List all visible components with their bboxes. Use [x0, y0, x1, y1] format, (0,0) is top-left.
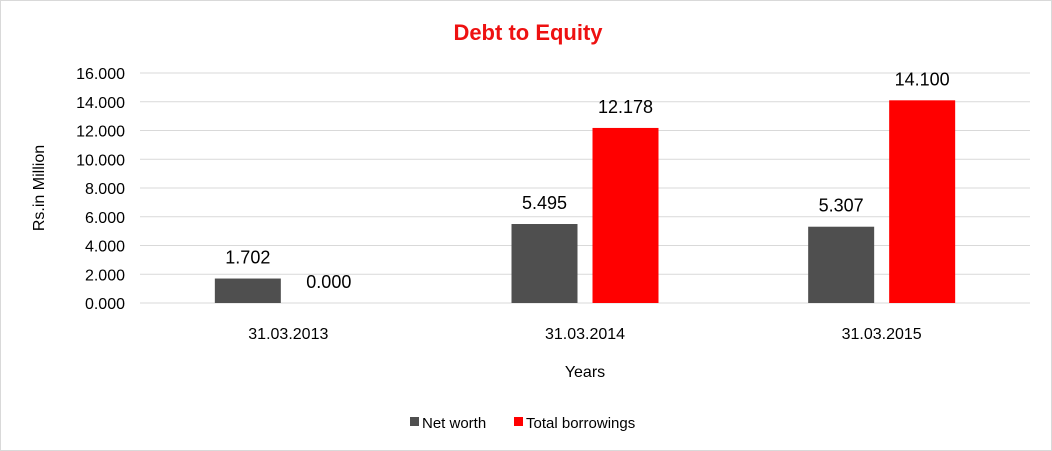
legend-label-net-worth: Net worth	[422, 415, 486, 432]
legend-swatch-net-worth	[410, 417, 419, 426]
x-axis-title: Years	[565, 364, 605, 381]
legend-swatch-total-borrowings	[514, 417, 523, 426]
bar-total-borrowings	[592, 127, 659, 303]
data-label: 1.702	[225, 248, 270, 268]
x-tick-label: 31.03.2015	[842, 326, 922, 343]
legend-label-total-borrowings: Total borrowings	[526, 415, 635, 432]
y-tick-label: 6.000	[85, 210, 125, 227]
y-tick-label: 12.000	[76, 124, 125, 141]
bars	[214, 100, 956, 303]
data-label: 12.178	[598, 97, 653, 117]
x-tick-label: 31.03.2014	[545, 326, 625, 343]
y-tick-label: 4.000	[85, 239, 125, 256]
x-axis-tick-labels: 31.03.2013 31.03.2014 31.03.2015	[248, 326, 922, 343]
data-label: 14.100	[895, 69, 950, 89]
x-tick-label: 31.03.2013	[248, 326, 328, 343]
y-tick-label: 16.000	[76, 66, 125, 83]
y-tick-label: 14.000	[76, 95, 125, 112]
bar-total-borrowings	[889, 100, 956, 303]
gridlines	[140, 72, 1030, 304]
y-tick-label: 0.000	[85, 296, 125, 313]
y-axis-tick-labels: 0.000 2.000 4.000 6.000 8.000 10.000 12.000 14.…	[76, 66, 125, 313]
legend: Net worth Total borrowings	[410, 415, 635, 432]
y-axis-title: Rs.in Million	[31, 145, 48, 231]
y-tick-label: 10.000	[76, 152, 125, 169]
data-label: 5.495	[522, 193, 567, 213]
data-label: 5.307	[819, 196, 864, 216]
chart-title: Debt to Equity	[453, 20, 603, 45]
y-tick-label: 2.000	[85, 267, 125, 284]
bar-net-worth	[214, 278, 281, 303]
bar-net-worth	[808, 226, 875, 303]
data-labels: 1.702 0.000 5.495 12.178 5.307 14.100	[225, 69, 949, 292]
y-tick-label: 8.000	[85, 181, 125, 198]
data-label: 0.000	[306, 272, 351, 292]
bar-net-worth	[511, 224, 578, 303]
